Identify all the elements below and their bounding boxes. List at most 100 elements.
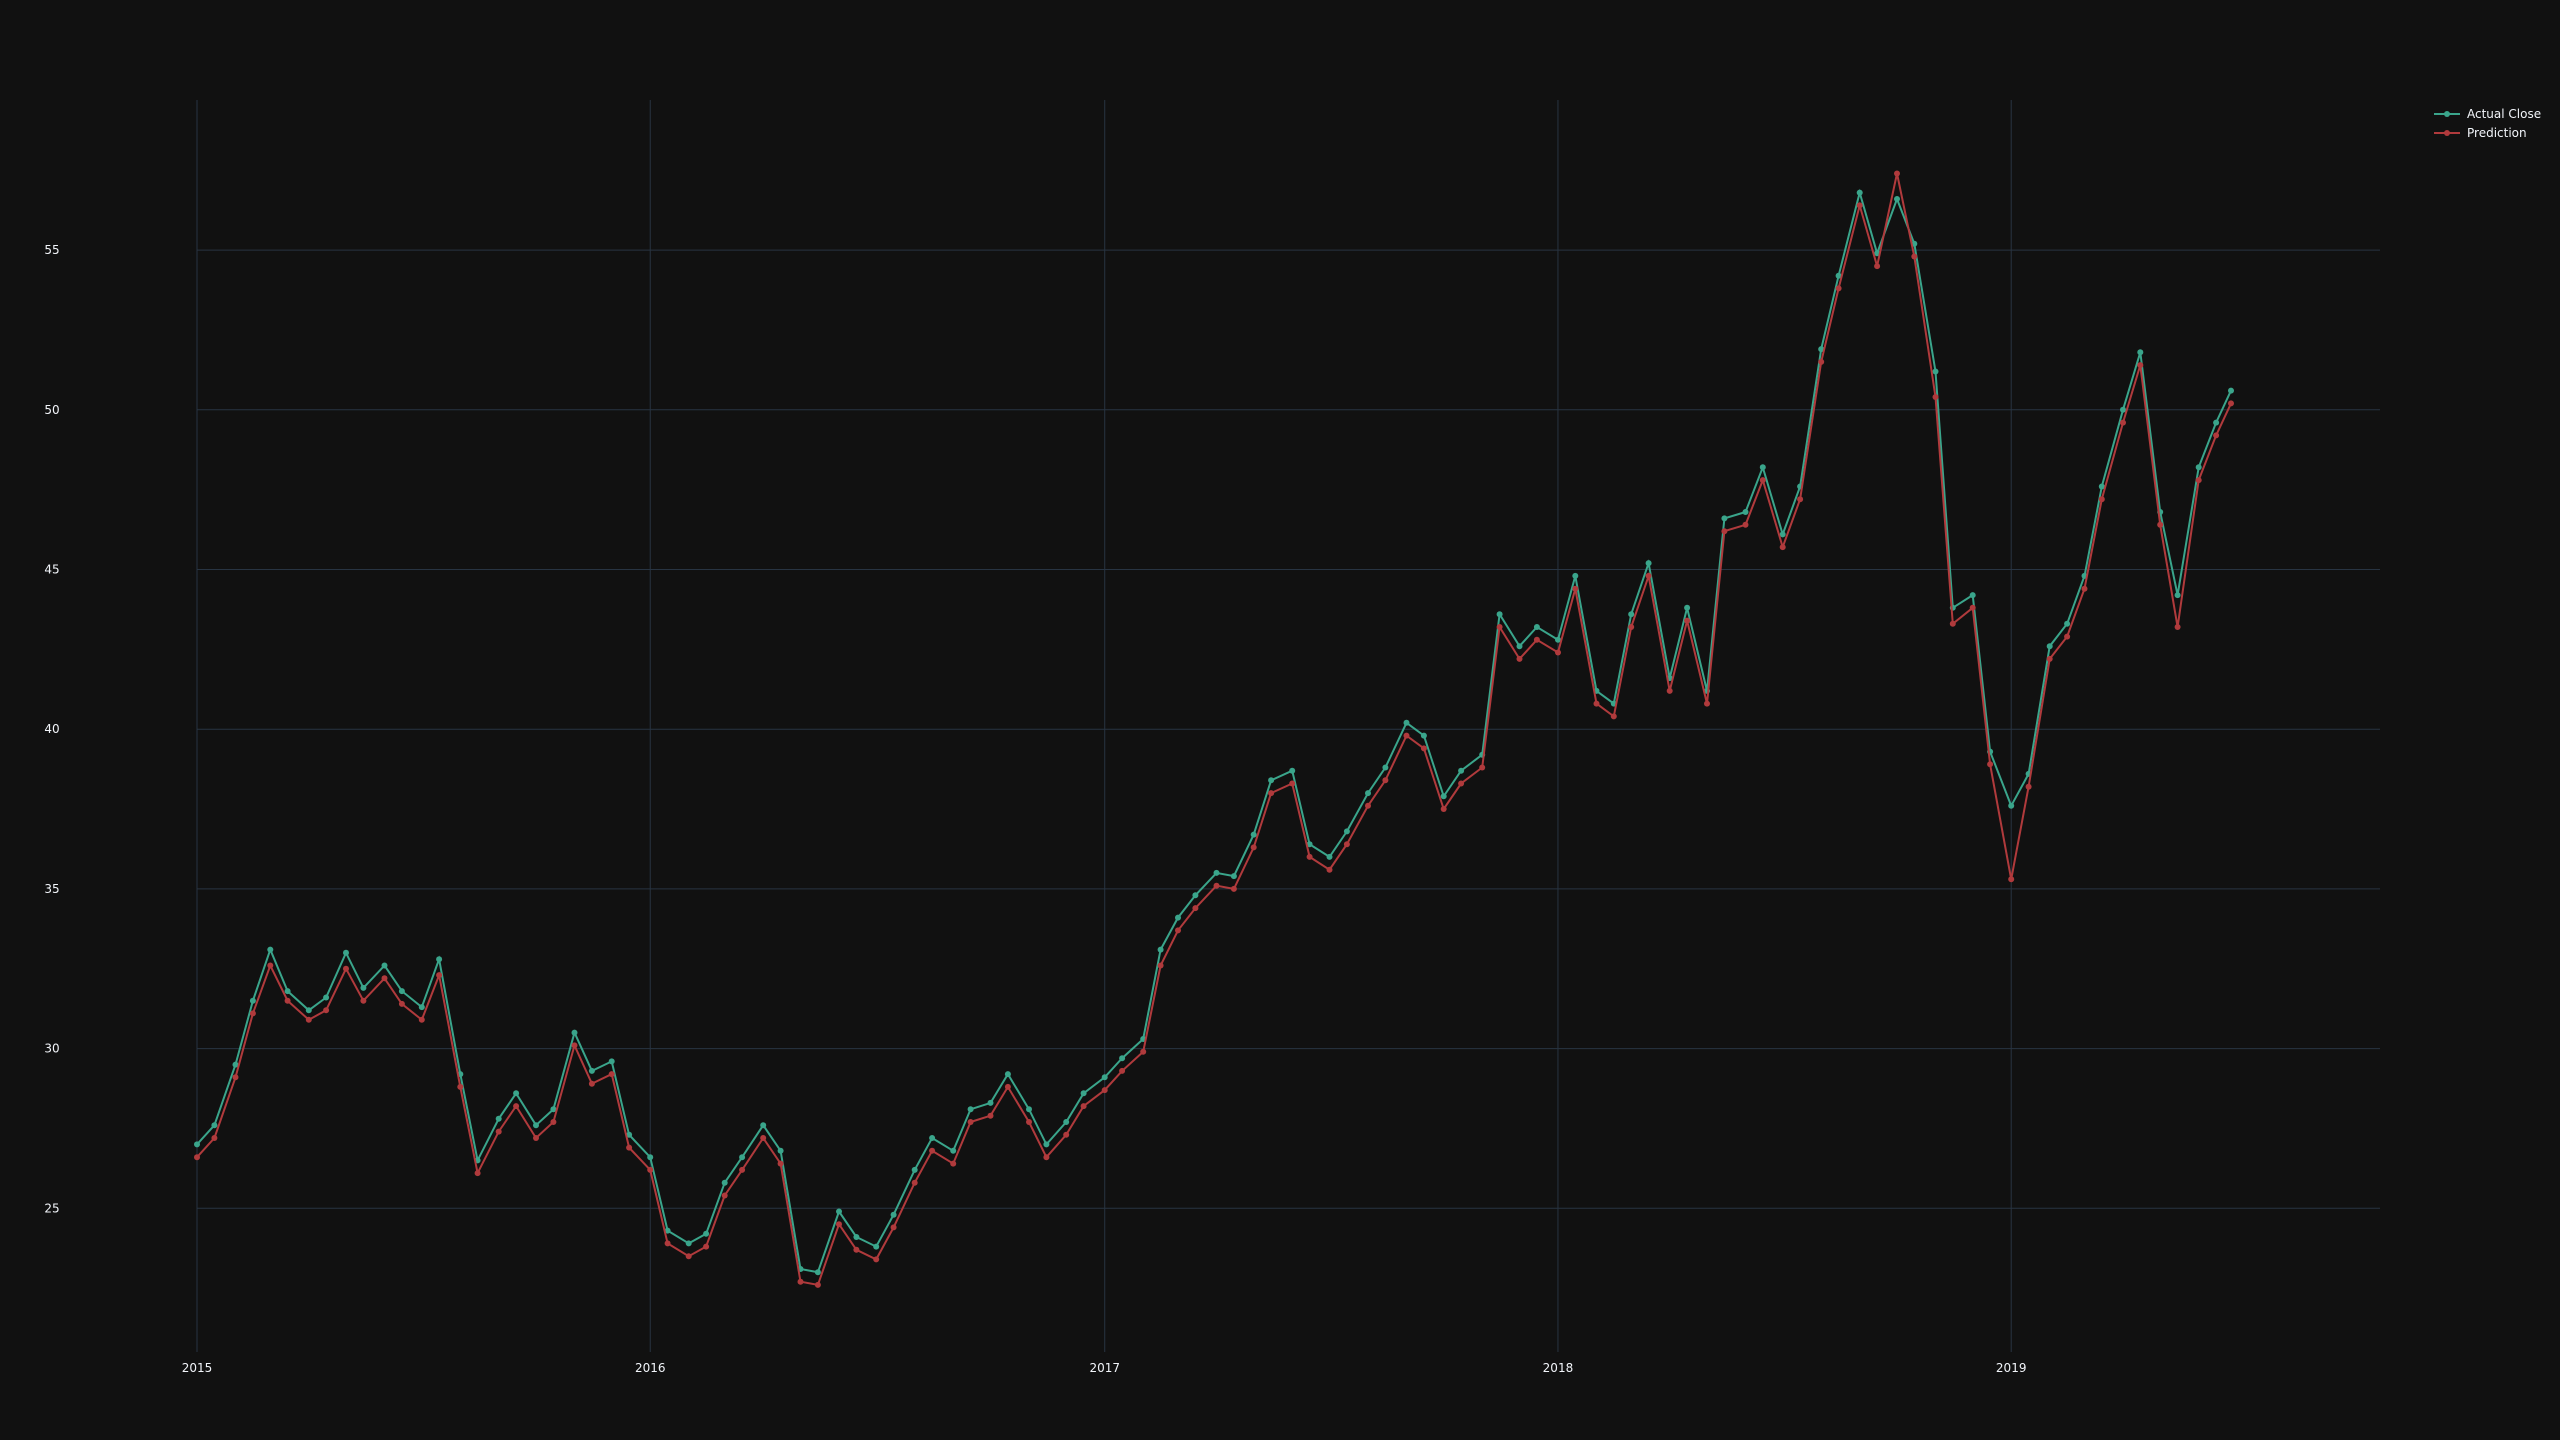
data-point-prediction (2174, 624, 2181, 630)
data-point-actual-close (2228, 387, 2234, 394)
data-point-actual-close (1230, 873, 1237, 880)
data-point-actual-close (814, 1269, 821, 1276)
data-point-actual-close (1343, 828, 1350, 835)
data-point-actual-close (1365, 790, 1371, 797)
data-point-prediction (267, 962, 274, 969)
data-point-prediction (2008, 876, 2015, 883)
data-point-actual-close (1326, 853, 1333, 860)
data-point-prediction (474, 1170, 481, 1177)
data-point-prediction (550, 1119, 557, 1125)
data-point-prediction (232, 1074, 239, 1081)
data-point-actual-close (1818, 346, 1825, 353)
data-point-prediction (1949, 620, 1956, 627)
y-tick-label: 40 (44, 722, 59, 736)
data-point-prediction (1140, 1048, 1147, 1055)
data-point-actual-close (232, 1061, 239, 1068)
data-point-actual-close (305, 1007, 312, 1014)
data-point-prediction (1932, 394, 1939, 400)
data-point-prediction (777, 1160, 784, 1167)
data-point-actual-close (571, 1029, 578, 1036)
data-point-prediction (647, 1166, 654, 1173)
data-point-prediction (211, 1135, 218, 1141)
data-point-actual-close (398, 988, 405, 995)
data-point-actual-close (929, 1135, 936, 1141)
data-point-actual-close (1043, 1141, 1050, 1148)
data-point-prediction (1987, 761, 1994, 768)
data-point-prediction (1969, 604, 1976, 611)
data-point-actual-close (1289, 767, 1296, 774)
data-point-actual-close (2064, 620, 2071, 627)
data-point-actual-close (1101, 1074, 1108, 1081)
data-point-prediction (1479, 764, 1486, 771)
y-tick-label: 35 (44, 882, 59, 896)
data-point-prediction (1440, 806, 1447, 812)
data-point-prediction (1496, 624, 1503, 630)
series-layer (194, 170, 2234, 1288)
y-tick-label: 50 (44, 403, 59, 417)
data-point-actual-close (1856, 189, 1863, 196)
data-point-actual-close (588, 1067, 595, 1074)
data-point-actual-close (2120, 406, 2126, 413)
data-point-prediction (1572, 585, 1579, 592)
data-point-prediction (398, 1000, 405, 1007)
data-point-prediction (911, 1179, 918, 1186)
legend-prediction-label[interactable]: Prediction (2467, 126, 2527, 140)
data-point-actual-close (664, 1227, 671, 1234)
data-point-actual-close (890, 1211, 897, 1218)
legend[interactable]: Actual Close Prediction (2434, 107, 2541, 140)
data-point-prediction (1306, 853, 1313, 860)
data-point-actual-close (1157, 946, 1164, 953)
data-point-prediction (1742, 521, 1749, 528)
data-point-actual-close (2098, 483, 2105, 490)
data-point-actual-close (1496, 611, 1503, 618)
data-point-actual-close (1306, 841, 1313, 848)
data-point-prediction (1759, 477, 1766, 484)
data-point-actual-close (1779, 531, 1786, 538)
data-point-prediction (360, 997, 367, 1004)
data-point-prediction (814, 1281, 821, 1288)
legend-prediction-marker (2444, 130, 2450, 136)
legend-actual-label[interactable]: Actual Close (2467, 107, 2541, 121)
x-tick-label: 2015 (182, 1361, 213, 1375)
data-point-actual-close (608, 1058, 615, 1065)
data-point-actual-close (760, 1122, 767, 1129)
data-point-actual-close (1555, 636, 1561, 643)
data-point-actual-close (1533, 624, 1540, 630)
data-point-actual-close (1119, 1055, 1126, 1062)
data-point-actual-close (1420, 732, 1427, 739)
data-point-prediction (1157, 962, 1164, 969)
data-point-actual-close (513, 1090, 520, 1097)
data-point-actual-close (987, 1099, 994, 1106)
data-point-prediction (533, 1135, 539, 1141)
data-point-prediction (1835, 285, 1842, 292)
data-point-prediction (1797, 496, 1804, 503)
data-point-prediction (588, 1080, 595, 1087)
data-point-actual-close (1969, 592, 1976, 599)
data-point-actual-close (1063, 1119, 1070, 1125)
data-point-actual-close (1628, 611, 1635, 618)
data-point-prediction (1326, 866, 1333, 873)
data-point-actual-close (777, 1147, 784, 1154)
x-tick-label: 2017 (1089, 1361, 1120, 1375)
data-point-actual-close (194, 1141, 200, 1148)
data-point-actual-close (381, 962, 388, 969)
data-point-prediction (1382, 777, 1389, 784)
data-point-actual-close (1403, 719, 1410, 726)
data-point-prediction (1063, 1131, 1070, 1138)
data-point-actual-close (626, 1131, 633, 1138)
data-point-actual-close (1759, 464, 1766, 471)
data-point-actual-close (1250, 831, 1257, 838)
data-point-prediction (890, 1224, 897, 1231)
data-point-prediction (873, 1256, 880, 1263)
data-point-prediction (664, 1240, 671, 1247)
data-point-prediction (987, 1112, 994, 1119)
data-point-prediction (2120, 419, 2126, 426)
data-point-actual-close (1742, 509, 1749, 515)
data-point-prediction (1420, 745, 1427, 752)
x-tick-label: 2018 (1543, 1361, 1574, 1375)
y-tick-label: 45 (44, 563, 59, 577)
data-point-prediction (1555, 649, 1561, 656)
data-point-prediction (1911, 253, 1918, 260)
